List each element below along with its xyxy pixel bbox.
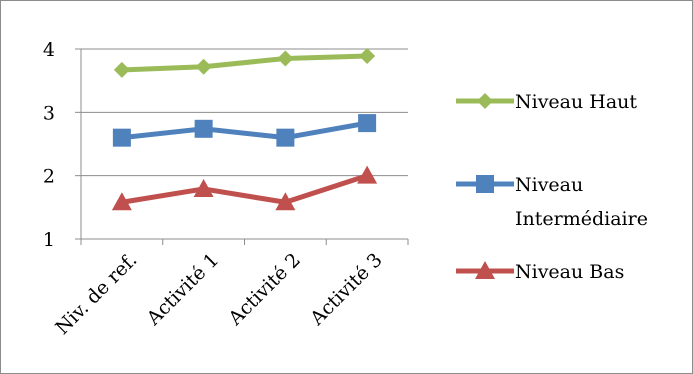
x-tick-labels: Niv. de ref. Activité 1 Activité 2 Activité… <box>51 249 386 339</box>
marker-square <box>112 128 131 147</box>
legend: Niveau Haut Niveau Intermédiaire Niveau Bas <box>456 91 648 283</box>
y-tick-label: 2 <box>43 166 55 188</box>
series-line <box>119 53 370 73</box>
marker-square <box>358 114 377 133</box>
axes <box>75 48 409 245</box>
y-tick-label: 4 <box>43 39 55 61</box>
marker-triangle <box>475 261 495 279</box>
y-tick-label: 3 <box>43 102 55 124</box>
series-3 <box>111 165 378 211</box>
series-line <box>119 173 370 205</box>
x-tick-label: Niv. de ref. <box>51 249 141 339</box>
legend-item-3: Niveau Bas <box>456 261 624 283</box>
marker-square <box>276 128 295 147</box>
marker-diamond <box>113 61 130 78</box>
marker-diamond <box>195 58 212 75</box>
x-tick-label: Activité 1 <box>142 249 223 330</box>
marker-triangle <box>357 165 378 184</box>
marker-diamond <box>277 50 294 67</box>
y-tick-label: 1 <box>43 229 55 251</box>
legend-label: Niveau <box>515 174 583 196</box>
marker-square <box>194 119 213 138</box>
series-line <box>119 120 370 141</box>
x-tick-label: Activité 3 <box>305 249 386 330</box>
marker-diamond <box>477 93 493 109</box>
legend-label: Niveau Haut <box>515 91 637 113</box>
marker-triangle <box>193 178 214 197</box>
series-2 <box>112 114 377 147</box>
marker-diamond <box>359 47 376 64</box>
series-1 <box>113 47 376 78</box>
marker-square <box>476 175 494 193</box>
legend-item-1: Niveau Haut <box>456 91 637 113</box>
legend-label: Niveau Bas <box>515 261 624 283</box>
legend-label: Intermédiaire <box>515 208 648 230</box>
legend-item-2: Niveau Intermédiaire <box>456 174 648 230</box>
series-lines <box>111 47 378 211</box>
marker-triangle <box>111 192 132 211</box>
marker-triangle <box>275 192 296 211</box>
y-tick-labels: 1 2 3 4 <box>43 39 55 251</box>
x-tick-label: Activité 2 <box>224 249 305 330</box>
gridlines <box>81 48 408 177</box>
